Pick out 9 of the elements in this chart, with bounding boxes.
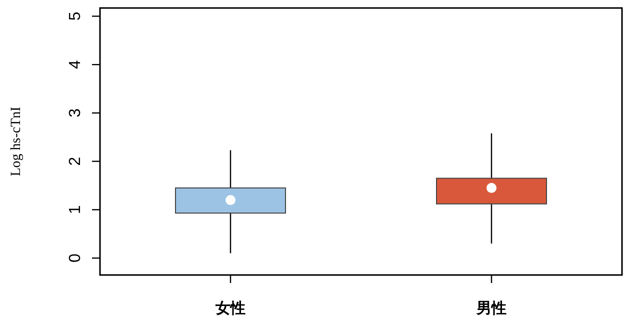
y-tick-label: 4 xyxy=(67,60,84,70)
y-tick-label: 5 xyxy=(67,12,84,21)
y-tick-label: 0 xyxy=(67,254,84,263)
x-tick-label: 女性 xyxy=(214,299,246,317)
x-tick-label: 男性 xyxy=(476,299,506,317)
y-tick-label: 3 xyxy=(67,108,84,118)
y-axis-title: Log hs-cTnI xyxy=(9,106,24,176)
y-tick-label: 1 xyxy=(67,205,84,214)
y-tick-label: 2 xyxy=(67,156,84,166)
